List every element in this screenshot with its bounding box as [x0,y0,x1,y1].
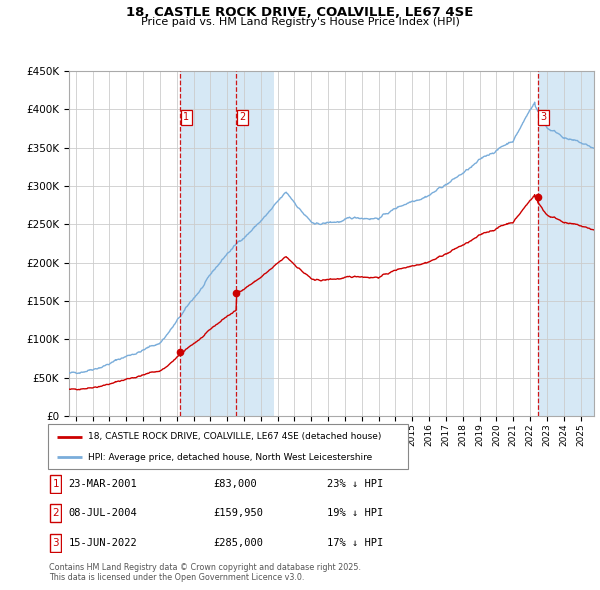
Text: 15-JUN-2022: 15-JUN-2022 [68,538,137,548]
Text: Price paid vs. HM Land Registry's House Price Index (HPI): Price paid vs. HM Land Registry's House … [140,17,460,27]
Text: 2: 2 [239,113,245,122]
Text: 17% ↓ HPI: 17% ↓ HPI [327,538,383,548]
Text: 1: 1 [184,113,190,122]
Text: 3: 3 [52,538,59,548]
Text: 18, CASTLE ROCK DRIVE, COALVILLE, LE67 4SE: 18, CASTLE ROCK DRIVE, COALVILLE, LE67 4… [127,6,473,19]
FancyBboxPatch shape [50,534,61,552]
Text: 2: 2 [52,509,59,518]
FancyBboxPatch shape [50,504,61,522]
FancyBboxPatch shape [50,475,61,493]
Text: £285,000: £285,000 [213,538,263,548]
Text: 23% ↓ HPI: 23% ↓ HPI [327,479,383,489]
Text: 1: 1 [52,479,59,489]
FancyBboxPatch shape [48,424,408,469]
Text: 23-MAR-2001: 23-MAR-2001 [68,479,137,489]
Text: HPI: Average price, detached house, North West Leicestershire: HPI: Average price, detached house, Nort… [88,453,372,462]
Text: £83,000: £83,000 [213,479,257,489]
Text: 08-JUL-2004: 08-JUL-2004 [68,509,137,518]
Text: 3: 3 [541,113,547,122]
Bar [236,71,274,416]
Text: £159,950: £159,950 [213,509,263,518]
Bar [538,71,594,416]
Text: Contains HM Land Registry data © Crown copyright and database right 2025.
This d: Contains HM Land Registry data © Crown c… [49,563,361,582]
Bar [181,71,236,416]
Text: 18, CASTLE ROCK DRIVE, COALVILLE, LE67 4SE (detached house): 18, CASTLE ROCK DRIVE, COALVILLE, LE67 4… [88,432,381,441]
Text: 19% ↓ HPI: 19% ↓ HPI [327,509,383,518]
